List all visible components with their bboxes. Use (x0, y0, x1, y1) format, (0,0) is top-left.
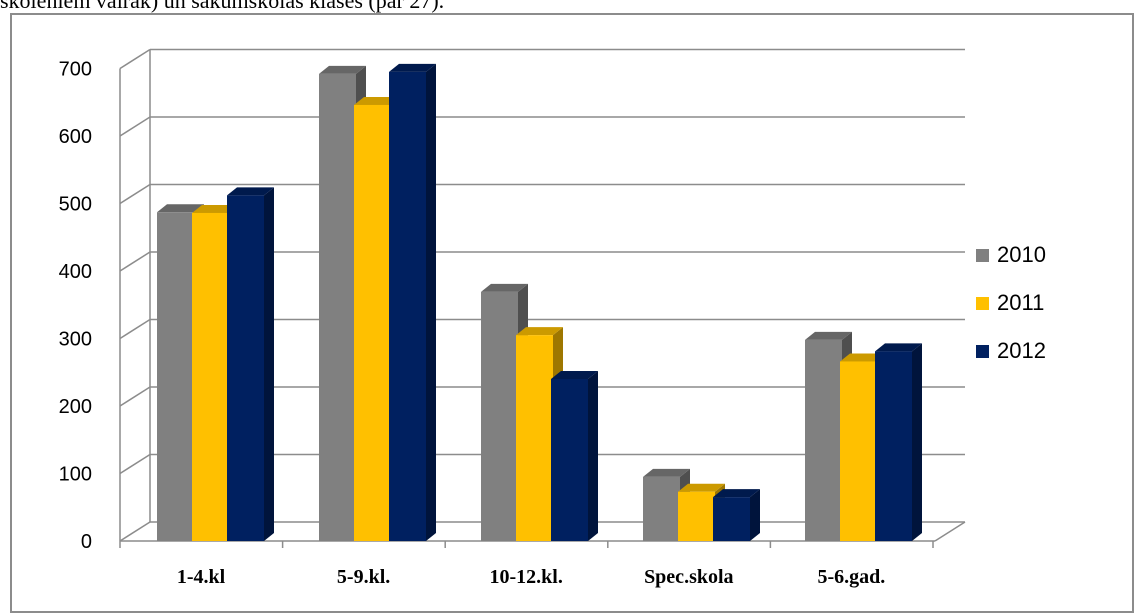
y-tick-label: 700 (59, 59, 92, 81)
bar-2012-1-4.kl (227, 187, 274, 541)
side-gridline (119, 116, 151, 137)
legend-swatch-2012 (976, 345, 989, 358)
bar-front (389, 71, 426, 541)
bar-top (875, 343, 922, 352)
bar-front (805, 339, 842, 541)
bar-top (227, 187, 274, 196)
bar-top (389, 63, 436, 72)
x-category-label: 5-9.kl. (337, 566, 390, 588)
y-tick-label: 400 (59, 261, 92, 283)
bar-front (157, 212, 194, 541)
x-category-label: 1-4.kl (177, 566, 226, 588)
side-gridline (119, 318, 151, 340)
legend-swatch-2010 (976, 249, 989, 262)
bar-front (481, 291, 518, 541)
bar-front (875, 351, 912, 541)
bar-side (588, 371, 598, 541)
bar-2012-Spec.skola (713, 489, 760, 541)
bar-front (678, 491, 715, 541)
bar-2012-10-12.kl. (551, 371, 598, 541)
bar-front (840, 361, 877, 541)
side-gridline (119, 183, 151, 205)
x-category-label: 10-12.kl. (490, 566, 563, 588)
bar-front (643, 476, 680, 541)
y-tick-label: 300 (59, 329, 92, 351)
bar-front (354, 104, 391, 541)
side-gridline (119, 386, 151, 407)
bar-front (227, 195, 264, 541)
floor-right (934, 521, 966, 542)
bar-front (516, 335, 553, 541)
bar-side (426, 63, 436, 541)
legend-label-2011: 2011 (997, 290, 1044, 315)
y-tick-label: 600 (59, 126, 92, 148)
legend-label-2010: 2010 (997, 242, 1046, 267)
bar-top (643, 468, 690, 477)
bar-2012-5-9.kl. (389, 63, 436, 541)
bar-top (678, 483, 725, 492)
side-gridline (119, 521, 151, 542)
bar-side (750, 489, 760, 541)
bar-front (319, 73, 356, 542)
x-category-label: Spec.skola (644, 566, 733, 588)
bar-top (481, 283, 528, 292)
x-category-label: 5-6.gad. (818, 566, 886, 588)
side-gridline (119, 48, 151, 70)
bar-front (551, 379, 588, 541)
bar-top (805, 331, 852, 340)
bar-top (157, 204, 204, 213)
bar-side (912, 343, 922, 541)
side-gridline (119, 453, 151, 475)
legend-swatch-2011 (976, 297, 989, 310)
y-tick-label: 500 (59, 194, 92, 216)
bar-top (319, 65, 366, 74)
y-tick-label: 0 (81, 531, 92, 553)
bar-top (516, 327, 563, 336)
bar-2012-5-6.gad. (875, 343, 922, 541)
caption-text: skolēniem vairāk) un sākumskolas klases … (0, 0, 445, 13)
y-tick-label: 100 (59, 464, 92, 486)
bar-top (551, 371, 598, 379)
bar-front (713, 497, 750, 541)
y-tick-label: 200 (59, 396, 92, 418)
bar-top (713, 489, 760, 498)
bar-front (192, 212, 229, 541)
legend-label-2012: 2012 (997, 338, 1046, 363)
side-gridline (119, 251, 151, 272)
bar-side (264, 187, 274, 541)
